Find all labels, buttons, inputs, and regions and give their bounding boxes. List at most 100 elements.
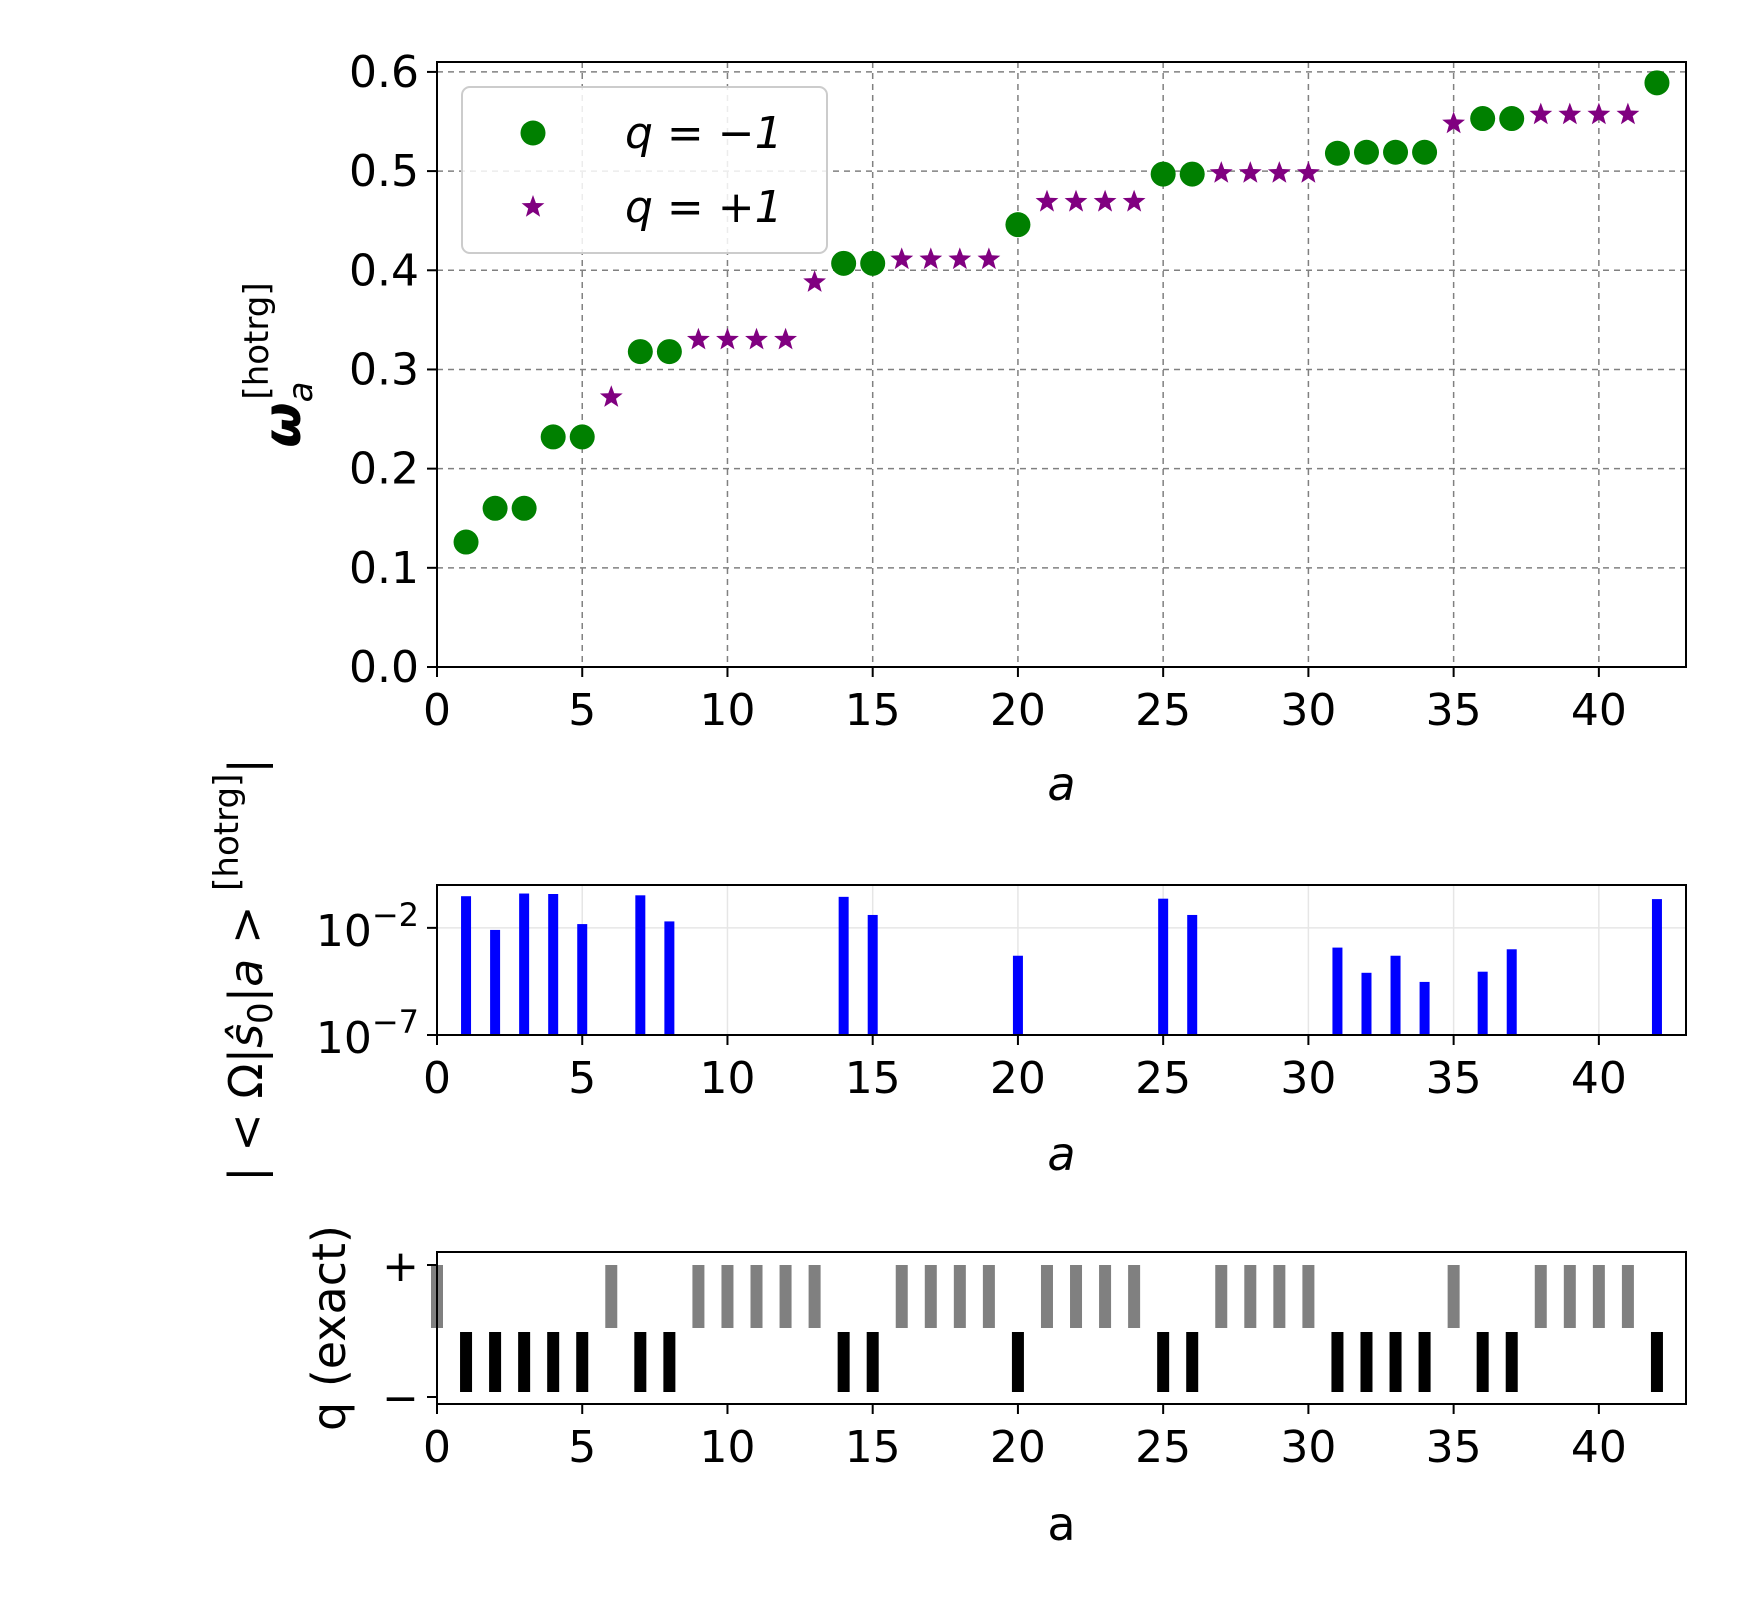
data-point-q-minus — [1644, 70, 1670, 96]
scatter-marks — [453, 70, 1670, 555]
x-tick-label: 25 — [1135, 685, 1191, 736]
data-point-q-minus — [1470, 106, 1496, 132]
data-point-q-plus — [1442, 111, 1465, 134]
x-tick-label: 20 — [990, 685, 1046, 736]
data-point-q-minus — [1412, 139, 1438, 165]
q-plus-bar — [895, 1265, 908, 1328]
y-tick-label: 0.6 — [349, 47, 419, 98]
overlap-grid — [436, 885, 1686, 1036]
overlap-bar — [1012, 955, 1023, 1035]
data-point-q-minus — [540, 424, 566, 450]
q-plus-bar — [1534, 1265, 1547, 1328]
q-minus-bar — [1650, 1332, 1663, 1392]
q-minus-bar — [1389, 1332, 1402, 1392]
q-minus-bar — [1186, 1332, 1199, 1392]
scatter-axes-frame — [436, 61, 1687, 668]
exact-q-axes-frame — [436, 1251, 1687, 1405]
x-tick-label: 35 — [1426, 1422, 1482, 1473]
q-minus-bar — [460, 1332, 473, 1392]
q-minus-bar — [1505, 1332, 1518, 1392]
q-plus-bar — [750, 1265, 763, 1328]
legend-label-q-minus: q = −1 — [625, 108, 783, 159]
overlap-bar — [635, 895, 646, 1035]
scatter-y-ticks: 0.0 0.1 0.2 0.3 0.4 0.5 0.6 — [349, 47, 437, 693]
q-minus-bar — [866, 1332, 879, 1392]
x-tick-label: 40 — [1571, 685, 1627, 736]
q-plus-bar — [1215, 1265, 1228, 1328]
legend: q = −1 q = +1 — [461, 86, 828, 254]
y-tick-label: 10−2 — [316, 896, 419, 957]
overlap-bar — [548, 894, 559, 1035]
y-tick-label: + — [382, 1241, 419, 1292]
data-point-q-plus — [716, 327, 739, 350]
x-tick-label: 40 — [1571, 1422, 1627, 1473]
data-point-q-minus — [482, 495, 508, 521]
q-plus-bar — [1244, 1265, 1257, 1328]
legend-star-icon — [521, 195, 545, 217]
y-tick-label: 0.0 — [349, 642, 419, 693]
overlap-y-ticks: 10−2 10−7 — [316, 896, 437, 1064]
data-point-q-plus — [1297, 161, 1320, 183]
data-point-q-minus — [860, 250, 886, 276]
x-tick-label: 0 — [423, 1053, 451, 1104]
q-plus-bar — [1128, 1265, 1141, 1328]
q-plus-bar — [692, 1265, 705, 1328]
legend-marker-q-plus — [521, 195, 545, 217]
data-point-q-minus — [1150, 161, 1176, 187]
x-tick-label: 25 — [1135, 1422, 1191, 1473]
data-point-q-plus — [1238, 161, 1262, 183]
exact-q-panel: 0 5 10 15 20 25 30 35 40 +− a q (exact) — [302, 1225, 1687, 1551]
x-tick-label: 5 — [568, 685, 596, 736]
overlap-bar — [577, 924, 588, 1035]
y-tick-label: 0.5 — [349, 146, 419, 197]
q-minus-bar — [518, 1332, 531, 1392]
overlap-bar — [1477, 971, 1488, 1035]
overlap-bar — [519, 893, 530, 1035]
exact-q-y-ticks: +− — [382, 1241, 437, 1424]
x-tick-label: 30 — [1280, 1422, 1336, 1473]
overlap-bar — [1506, 949, 1517, 1035]
x-tick-label: 10 — [699, 1053, 755, 1104]
x-tick-label: 35 — [1426, 1053, 1482, 1104]
q-plus-bar — [721, 1265, 734, 1328]
data-point-q-plus — [1064, 189, 1088, 212]
data-point-q-plus — [1616, 102, 1640, 125]
data-point-q-plus — [919, 247, 943, 270]
legend-box — [461, 86, 828, 254]
data-point-q-plus — [774, 327, 797, 350]
overlap-bar — [1419, 981, 1430, 1035]
q-minus-bar — [1476, 1332, 1489, 1392]
q-minus-bar — [1360, 1332, 1373, 1392]
data-point-q-plus — [803, 270, 826, 292]
data-point-q-minus — [453, 529, 479, 555]
x-tick-label: 20 — [990, 1422, 1046, 1473]
data-point-q-minus — [1353, 139, 1379, 165]
y-tick-label: 0.4 — [349, 245, 419, 296]
q-plus-bar — [1621, 1265, 1634, 1328]
q-minus-bar — [634, 1332, 647, 1392]
q-minus-bar — [837, 1332, 850, 1392]
q-minus-bar — [1418, 1332, 1431, 1392]
q-minus-bar — [576, 1332, 589, 1392]
x-tick-label: 0 — [423, 685, 451, 736]
q-plus-bar — [1302, 1265, 1315, 1328]
data-point-q-plus — [977, 247, 1001, 270]
data-point-q-plus — [745, 327, 768, 350]
x-tick-label: 10 — [699, 1422, 755, 1473]
data-point-q-minus — [656, 339, 682, 365]
q-minus-bar — [489, 1332, 502, 1392]
overlap-bar — [490, 929, 501, 1035]
y-tick-label: 0.2 — [349, 444, 419, 495]
data-point-q-minus — [1324, 140, 1350, 166]
overlap-bar — [1158, 898, 1169, 1035]
data-point-q-plus — [1587, 102, 1611, 125]
exact-q-bars — [431, 1265, 1663, 1392]
y-tick-label: 0.1 — [349, 543, 419, 594]
data-point-q-plus — [1267, 161, 1291, 183]
legend-circle-icon — [520, 120, 546, 146]
x-tick-label: 35 — [1426, 685, 1482, 736]
q-plus-bar — [1099, 1265, 1112, 1328]
y-tick-label: 0.3 — [349, 344, 419, 395]
overlap-y-axis-label: | < Ω|ŝ0|a > [hotrg]| — [207, 758, 281, 1182]
